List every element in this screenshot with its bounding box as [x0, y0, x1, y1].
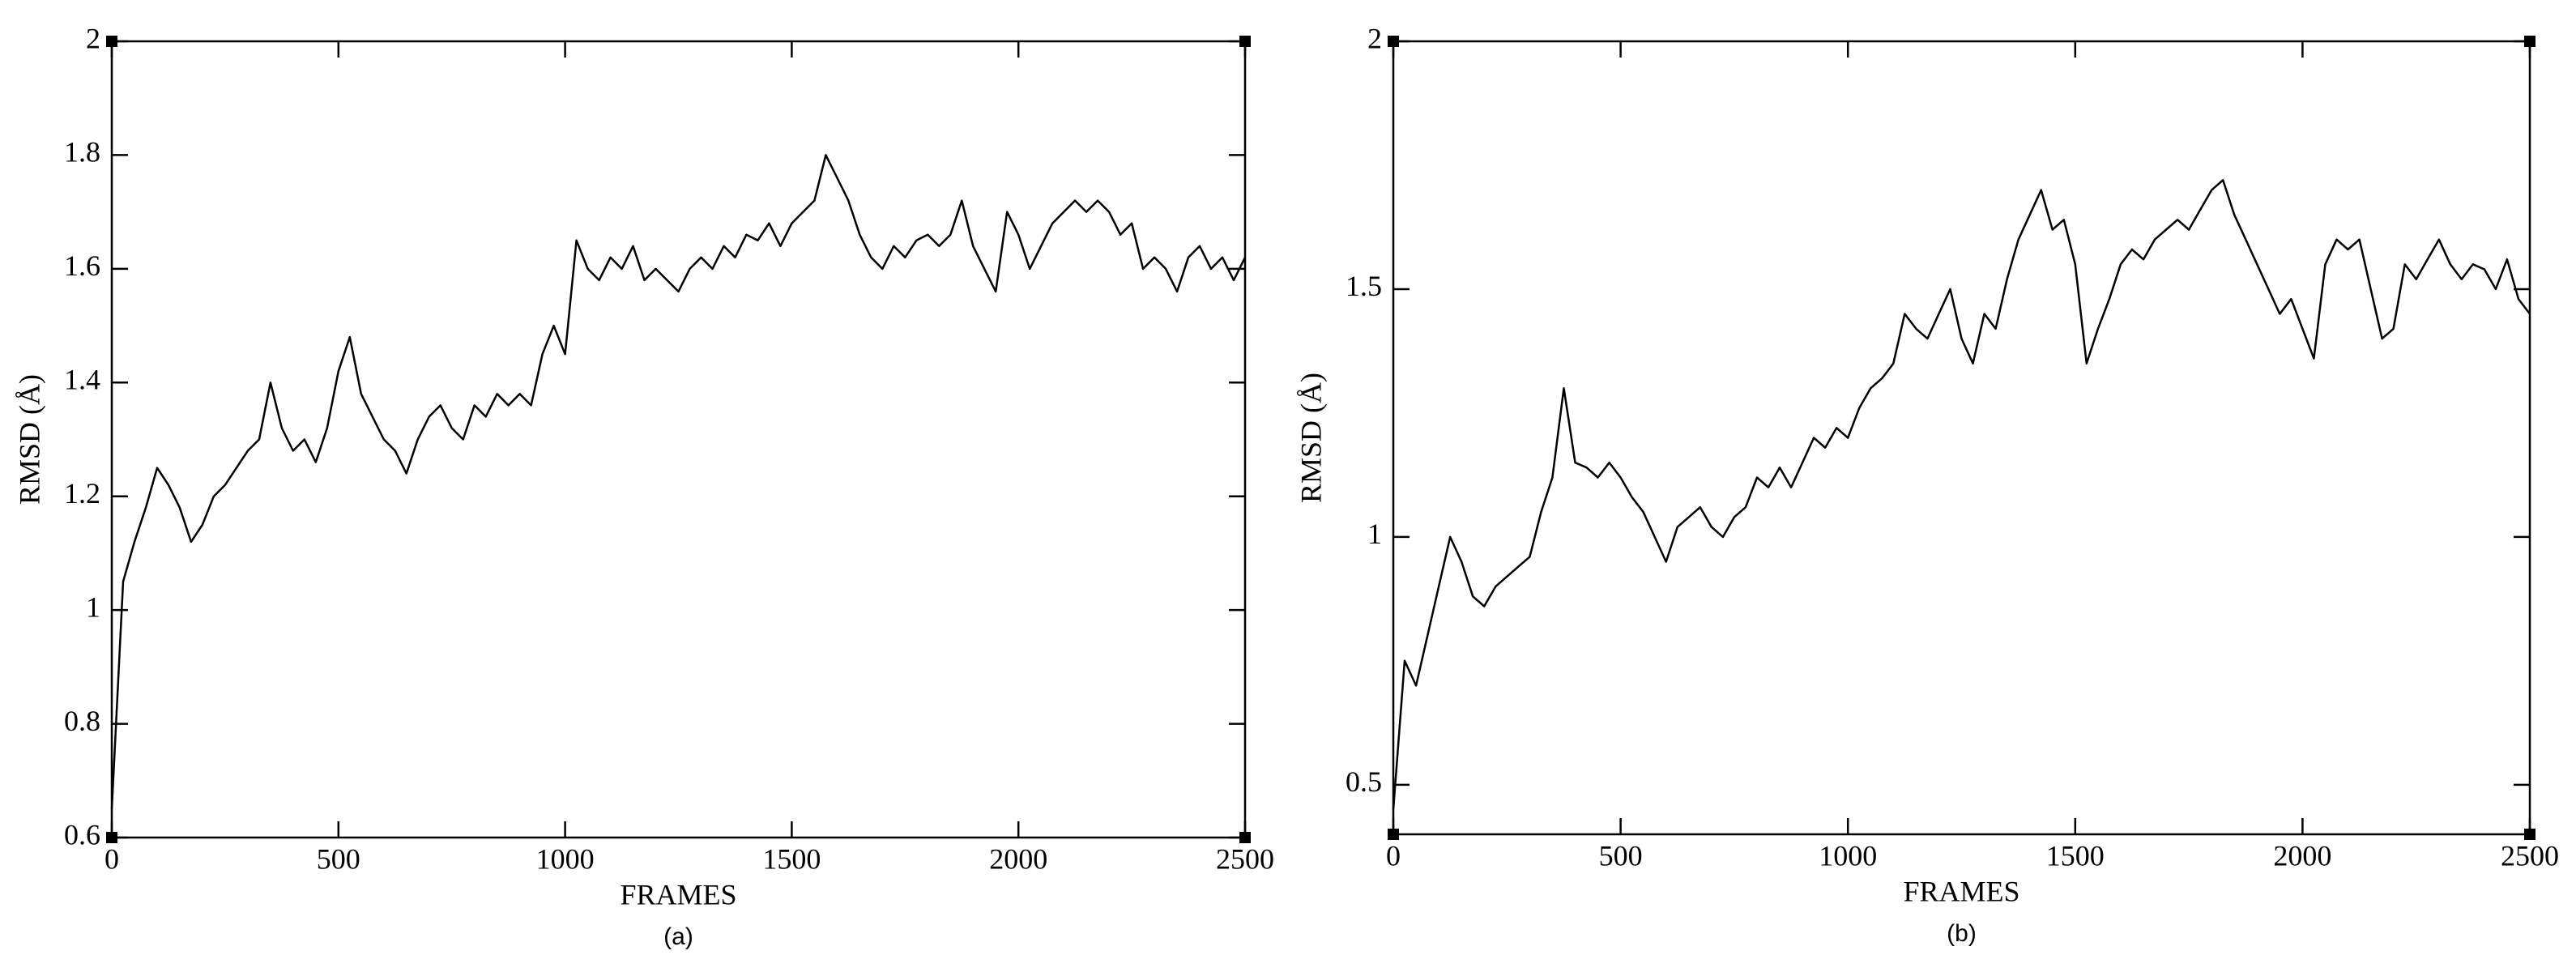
x-tick-label: 0	[104, 842, 119, 875]
y-axis-label: RMSD (Å)	[13, 374, 45, 505]
y-tick-label: 1.5	[1346, 270, 1382, 302]
y-axis-label: RMSD (Å)	[1294, 373, 1327, 503]
y-tick-label: 1	[1367, 518, 1382, 550]
y-tick-label: 1.6	[64, 249, 100, 282]
chart: 0 500 1000 1500 2000 2500 0.5 1 1.5 2 FRAMES RMSD (…	[1294, 22, 2559, 947]
y-tick-label: 0.6	[64, 818, 100, 850]
y-tick-label: 1.8	[64, 136, 100, 168]
plot-frame	[1392, 40, 2531, 836]
x-tick-label: 1000	[536, 842, 595, 875]
y-tick-label: 1.2	[64, 477, 100, 509]
x-tick-label: 1500	[2046, 839, 2105, 872]
x-axis-label: FRAMES	[620, 878, 736, 910]
caption: (b)	[1947, 920, 1977, 947]
y-tick-label: 2	[86, 22, 100, 54]
x-tick-label: 1500	[762, 842, 821, 875]
rmsd-line	[1392, 179, 2531, 810]
chart: 0 500 1000 1500 2000 2500 0.6 0.8 1 1.2 1.4 1.6 1.8 2…	[13, 22, 1274, 950]
plot-frame	[110, 40, 1247, 839]
y-tick-label: 1	[86, 590, 100, 623]
x-tick-label: 2500	[2501, 839, 2559, 872]
y-tick-label: 0.5	[1346, 765, 1382, 798]
x-axis-label: FRAMES	[1903, 875, 2019, 907]
y-tick-label: 0.8	[64, 705, 100, 737]
x-tick-label: 2000	[989, 842, 1047, 875]
caption: (a)	[663, 923, 693, 950]
x-tick-label: 500	[1599, 839, 1643, 872]
x-tick-label: 2500	[1216, 842, 1274, 875]
y-tick-label: 1.4	[64, 364, 100, 396]
rmsd-line	[110, 154, 1247, 809]
y-tick-label: 2	[1367, 22, 1382, 54]
x-tick-label: 2000	[2273, 839, 2331, 872]
x-tick-label: 0	[1386, 839, 1401, 872]
x-tick-label: 500	[317, 842, 360, 875]
x-tick-label: 1000	[1819, 839, 1877, 872]
